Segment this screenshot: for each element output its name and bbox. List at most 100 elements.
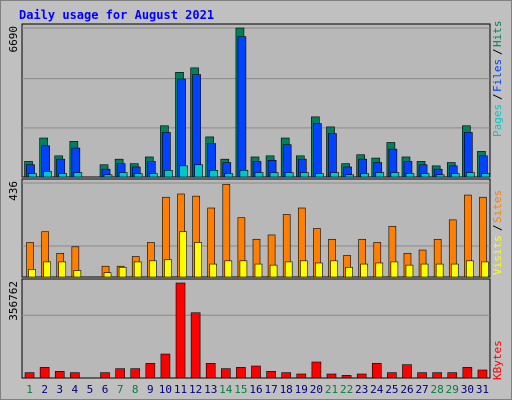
x-tick-label-day-30: 30 xyxy=(461,383,474,396)
bar-kbytes-kbytes-day-6 xyxy=(100,372,110,379)
bar-hits-pages-day-9 xyxy=(149,173,158,178)
bar-hits-pages-day-19 xyxy=(299,172,309,178)
x-tick-label-day-20: 20 xyxy=(310,383,323,396)
x-tick-label-day-9: 9 xyxy=(147,383,154,396)
bar-visits-visits-day-6 xyxy=(103,272,112,278)
bar-visits-visits-day-31 xyxy=(481,261,489,278)
bar-visits-visits-day-29 xyxy=(450,263,459,278)
bar-kbytes-kbytes-day-2 xyxy=(39,367,50,379)
bar-kbytes-kbytes-day-31 xyxy=(477,369,488,379)
legend-hits: Hits xyxy=(491,21,504,48)
legend-visits: Visits xyxy=(491,235,504,275)
bar-hits-pages-day-30 xyxy=(466,172,475,178)
x-tick-label-day-19: 19 xyxy=(295,383,308,396)
bar-hits-pages-day-4 xyxy=(73,172,83,178)
bar-hits-pages-day-14 xyxy=(224,173,234,178)
bar-kbytes-kbytes-day-1 xyxy=(24,372,35,379)
bar-hits-files-day-21 xyxy=(328,133,337,178)
bar-visits-visits-day-20 xyxy=(315,262,323,278)
bar-hits-pages-day-18 xyxy=(284,172,294,178)
bar-kbytes-kbytes-day-30 xyxy=(462,367,473,379)
bar-hits-files-day-11 xyxy=(177,78,186,178)
bar-kbytes-kbytes-day-14 xyxy=(221,368,231,379)
x-tick-label-day-26: 26 xyxy=(400,383,413,396)
bar-visits-visits-day-8 xyxy=(133,261,142,278)
x-tick-label-day-8: 8 xyxy=(132,383,139,396)
bar-kbytes-kbytes-day-25 xyxy=(387,372,397,379)
x-tick-label-day-21: 21 xyxy=(325,383,338,396)
bar-hits-pages-day-28 xyxy=(435,174,445,178)
bar-kbytes-kbytes-day-7 xyxy=(115,368,125,379)
bar-kbytes-kbytes-day-20 xyxy=(311,361,322,379)
bar-kbytes-kbytes-day-16 xyxy=(251,365,261,379)
x-tick-label-day-11: 11 xyxy=(174,383,187,396)
chart-title: Daily usage for August 2021 xyxy=(19,8,214,22)
x-tick-label-day-24: 24 xyxy=(370,383,384,396)
x-tick-label-day-7: 7 xyxy=(117,383,124,396)
bar-hits-pages-day-13 xyxy=(209,170,219,178)
bar-kbytes-kbytes-day-19 xyxy=(296,373,307,379)
bar-hits-pages-day-16 xyxy=(254,172,264,178)
legend-pages: Pages xyxy=(491,104,504,137)
bar-hits-files-day-20 xyxy=(313,123,322,178)
bar-visits-visits-day-22 xyxy=(345,266,353,278)
panel-visits-ymax-label: 436 xyxy=(7,181,20,201)
legend-kbytes: KBytes xyxy=(491,340,504,380)
bar-visits-visits-day-14 xyxy=(224,260,233,278)
x-tick-label-day-23: 23 xyxy=(355,383,368,396)
x-tick-label-day-25: 25 xyxy=(385,383,398,396)
bar-visits-visits-day-11 xyxy=(179,231,187,278)
bar-visits-visits-day-13 xyxy=(209,263,218,278)
bar-hits-files-day-30 xyxy=(464,132,473,178)
bar-visits-visits-day-2 xyxy=(43,261,51,278)
bar-hits-pages-day-22 xyxy=(345,174,354,178)
x-tick-label-day-22: 22 xyxy=(340,383,353,396)
bar-kbytes-kbytes-day-11 xyxy=(175,282,186,379)
x-tick-label-day-13: 13 xyxy=(204,383,217,396)
bar-visits-visits-day-17 xyxy=(269,264,278,278)
bar-hits-pages-day-6 xyxy=(103,174,113,178)
bar-hits-pages-day-17 xyxy=(269,172,279,178)
bar-hits-files-day-12 xyxy=(192,74,201,178)
bar-hits-pages-day-31 xyxy=(481,173,490,178)
bar-visits-visits-day-28 xyxy=(435,263,444,278)
bar-visits-visits-day-9 xyxy=(149,260,157,278)
bar-hits-files-day-18 xyxy=(282,144,292,178)
bar-kbytes-kbytes-day-22 xyxy=(341,375,352,379)
x-tick-label-day-27: 27 xyxy=(415,383,428,396)
bar-visits-visits-day-30 xyxy=(466,260,474,278)
bar-kbytes-kbytes-day-24 xyxy=(371,363,382,379)
bar-visits-visits-day-19 xyxy=(299,260,308,278)
bar-hits-pages-day-20 xyxy=(315,173,324,178)
panel-hits-background xyxy=(21,23,491,178)
bar-hits-pages-day-26 xyxy=(405,173,415,178)
x-tick-label-day-10: 10 xyxy=(159,383,172,396)
bar-visits-visits-day-18 xyxy=(284,261,293,278)
bar-hits-pages-day-21 xyxy=(330,172,339,178)
bar-kbytes-kbytes-day-3 xyxy=(54,371,65,379)
bar-kbytes-kbytes-day-26 xyxy=(402,364,412,379)
bar-hits-files-day-15 xyxy=(237,36,247,178)
legend-sites: Sites xyxy=(491,190,504,223)
bar-hits-pages-day-24 xyxy=(375,172,385,178)
bar-visits-visits-day-25 xyxy=(390,261,399,278)
x-tick-label-day-29: 29 xyxy=(446,383,459,396)
legend-separator-hits-0: / xyxy=(491,93,504,100)
x-tick-label-day-1: 1 xyxy=(26,383,33,396)
bar-kbytes-kbytes-day-18 xyxy=(281,372,291,379)
bar-kbytes-kbytes-day-21 xyxy=(326,373,337,379)
x-tick-label-day-18: 18 xyxy=(280,383,293,396)
x-tick-label-day-6: 6 xyxy=(102,383,109,396)
bar-visits-visits-day-12 xyxy=(194,242,202,278)
bar-kbytes-kbytes-day-8 xyxy=(130,368,141,379)
bar-kbytes-kbytes-day-27 xyxy=(417,372,427,379)
x-tick-label-day-14: 14 xyxy=(219,383,233,396)
legend-separator-visits-0: / xyxy=(491,224,504,231)
bar-kbytes-kbytes-day-4 xyxy=(70,372,80,379)
bar-visits-visits-day-27 xyxy=(420,263,429,278)
bar-hits-pages-day-3 xyxy=(58,173,68,178)
bar-visits-visits-day-10 xyxy=(164,259,172,278)
x-tick-label-day-4: 4 xyxy=(72,383,79,396)
bar-kbytes-kbytes-day-23 xyxy=(356,373,367,379)
bar-visits-visits-day-24 xyxy=(375,262,384,278)
